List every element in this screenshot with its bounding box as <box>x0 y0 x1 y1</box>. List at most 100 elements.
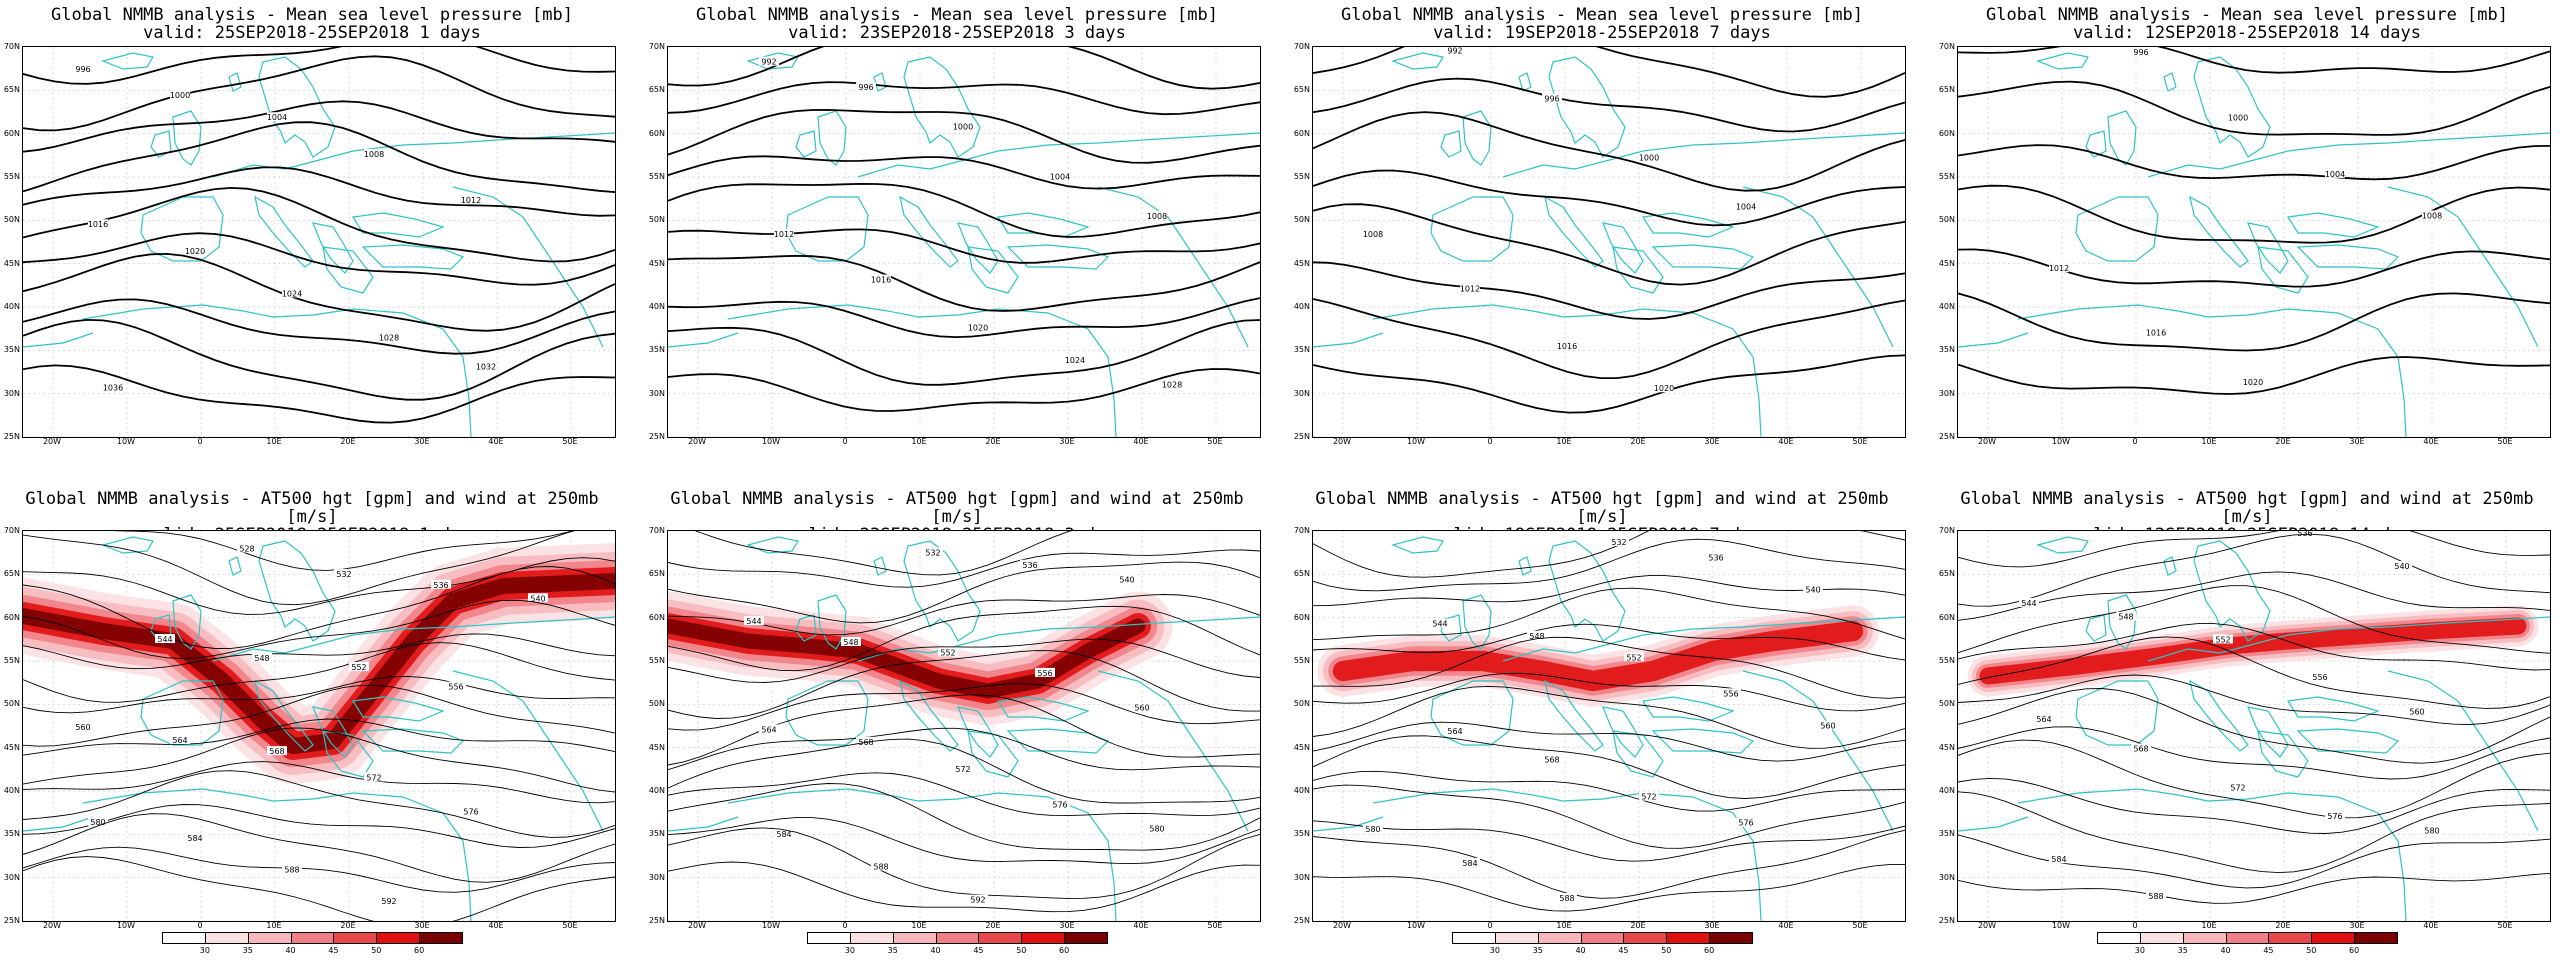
colorbar-swatch <box>2139 932 2184 944</box>
contour-label: 532 <box>1611 538 1626 547</box>
coastline <box>258 540 336 642</box>
contour-label-bg <box>2392 561 2412 571</box>
contour-label-bg <box>1818 720 1838 730</box>
coastline <box>1651 244 1755 270</box>
contour-label: 548 <box>1529 632 1544 641</box>
contour-label: 1024 <box>282 289 302 298</box>
longitude-label: 10W <box>761 437 781 446</box>
longitude-label: 40E <box>488 437 504 446</box>
coastline <box>2189 679 2249 752</box>
colorbar-swatch <box>935 932 980 944</box>
contour-label: 544 <box>157 635 172 644</box>
contour-line <box>23 298 615 355</box>
longitude-label: 10E <box>2201 921 2217 930</box>
coastline <box>1641 696 1735 722</box>
coastline <box>1372 304 1762 437</box>
longitude-label: 20E <box>2275 921 2291 930</box>
longitude-label: 40E <box>1778 921 1794 930</box>
colorbar-swatch <box>1494 932 1539 944</box>
coastline <box>1391 52 1444 70</box>
panel-title-text: Global NMMB analysis - AT500 hgt [gpm] a… <box>670 489 1244 527</box>
coastline <box>746 52 799 70</box>
contour-line <box>1958 636 2550 709</box>
map-panel-mslp-7d: Global NMMB analysis - Mean sea level pr… <box>1290 0 1914 478</box>
coastline <box>2296 244 2400 270</box>
contour-line <box>23 100 615 153</box>
contour-label: 540 <box>1119 575 1134 584</box>
contour-label: 564 <box>1447 727 1462 736</box>
latitude-label: 35N <box>1938 345 1955 355</box>
contour-label-bg <box>1557 340 1577 350</box>
map-frame: 992 996 1000 1004 1008 1012 1016 1020 1024 1028 <box>667 46 1261 438</box>
panel-valid-dates: valid: 25SEP2018-25SEP2018 1 days <box>143 23 481 43</box>
contour-line <box>1313 47 1905 98</box>
coastline <box>2017 788 2407 921</box>
latitude-label: 55N <box>3 656 20 665</box>
contour-label-bg <box>1639 791 1659 801</box>
latitude-label: 25N <box>1938 916 1955 925</box>
longitude-label: 0 <box>197 921 203 930</box>
contour-label-bg <box>2422 210 2442 220</box>
contour-label: 580 <box>1365 825 1380 834</box>
colorbar-swatch <box>807 932 851 944</box>
contour-label-bg <box>2019 597 2039 607</box>
contour-label-bg <box>170 735 190 745</box>
longitude-label: 10E <box>266 921 282 930</box>
contour-label: 556 <box>1723 689 1738 698</box>
longitude-label: 40E <box>2423 437 2439 446</box>
coastline <box>2193 56 2271 158</box>
contour-label-bg <box>349 662 369 672</box>
colorbar-tick-label: 45 <box>973 946 984 955</box>
coastline <box>2107 110 2137 166</box>
contour-label-bg <box>364 772 384 782</box>
contour-label: 1000 <box>953 123 973 132</box>
contour-line <box>1313 169 1905 227</box>
contour-label: 576 <box>1738 819 1753 828</box>
longitude-label: 20W <box>1332 921 1352 930</box>
latitude-label: 55N <box>648 656 665 665</box>
longitude-label: 20E <box>340 437 356 446</box>
colorbar-swatch <box>376 932 421 944</box>
latitude-label: 70N <box>3 42 20 51</box>
longitude-label: 20E <box>340 921 356 930</box>
contour-label-bg <box>1721 688 1741 698</box>
latitude-label: 65N <box>3 569 20 579</box>
contour-line <box>668 81 1260 116</box>
contour-line <box>668 605 1260 672</box>
contour-label-bg <box>73 722 93 732</box>
longitude-label: 0 <box>2132 437 2138 446</box>
contour-label: 544 <box>1432 620 1447 629</box>
contour-label-bg <box>2407 706 2427 716</box>
longitude-label: 30E <box>1704 437 1720 446</box>
colorbar-tick-label: 50 <box>1661 946 1672 955</box>
longitude-label: 50E <box>562 437 578 446</box>
contour-line <box>668 638 1260 683</box>
longitude-label: 0 <box>842 437 848 446</box>
coastline <box>957 222 999 274</box>
coastline <box>899 195 959 268</box>
contour-label: 556 <box>2312 673 2327 682</box>
colorbar-tick-label: 45 <box>2263 946 2274 955</box>
longitude-label: 40E <box>1133 921 1149 930</box>
coastline <box>668 332 739 348</box>
colorbar-swatch <box>162 932 206 944</box>
map-canvas: 5365405445485525565605645685725765805845… <box>1958 531 2550 921</box>
contour-line <box>668 368 1260 412</box>
coastline <box>1958 332 2029 348</box>
colorbar-swatch <box>2097 932 2141 944</box>
contour-line <box>23 232 615 286</box>
contour-label: 1012 <box>774 230 794 239</box>
contour-label: 1012 <box>2049 264 2069 273</box>
coastline <box>2085 614 2107 642</box>
contour-label-bg <box>953 763 973 773</box>
contour-label-bg <box>2228 112 2248 122</box>
contour-label-bg <box>871 274 891 284</box>
contour-label-bg <box>1624 652 1644 662</box>
latitude-label: 45N <box>3 258 20 268</box>
contour-label: 568 <box>2133 744 2148 753</box>
latitude-label: 30N <box>648 388 665 398</box>
longitude-label: 0 <box>197 437 203 446</box>
coastline <box>1544 679 1604 752</box>
contour-line <box>23 633 615 670</box>
latitude-label: 25N <box>1938 432 1955 441</box>
